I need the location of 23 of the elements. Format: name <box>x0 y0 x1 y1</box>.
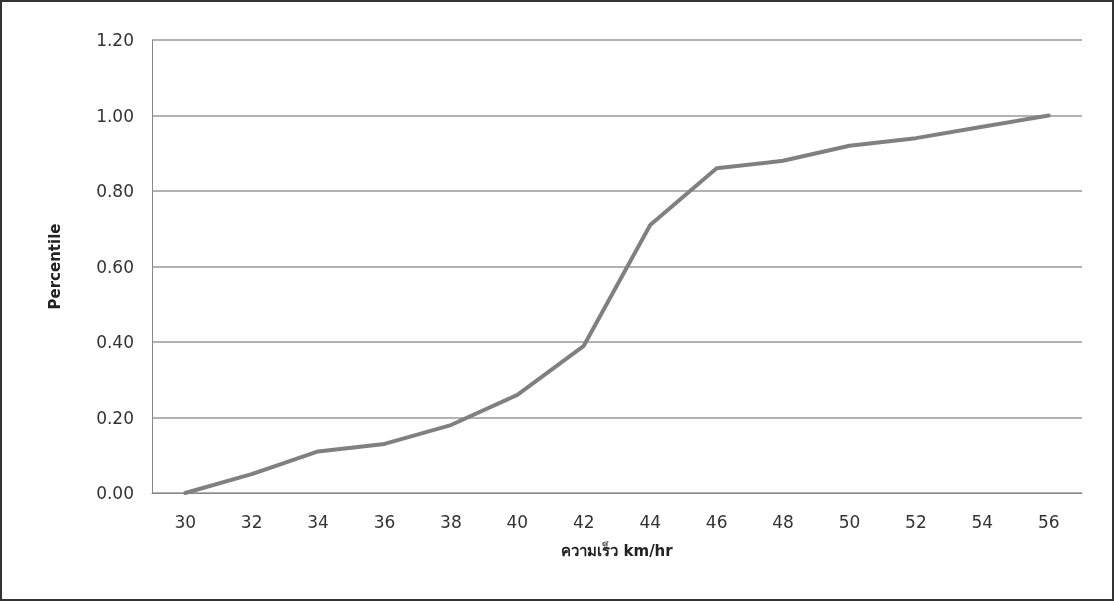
y-tick-label: 0.60 <box>96 256 134 277</box>
y-tick-label: 0.40 <box>96 332 134 352</box>
y-tick-label: 1.00 <box>96 105 134 126</box>
y-tick-label: 0.80 <box>96 181 134 201</box>
x-tick-label: 34 <box>307 511 329 532</box>
x-tick-label: 46 <box>705 511 728 532</box>
x-tick-label: 42 <box>572 511 595 532</box>
y-tick-label: 1.20 <box>96 30 134 50</box>
x-tick-label: 52 <box>905 511 927 532</box>
y-tick-label: 0.00 <box>96 483 134 503</box>
x-tick-label: 30 <box>174 511 197 532</box>
x-tick-label: 48 <box>772 511 794 532</box>
x-tick-label: 56 <box>1037 511 1060 532</box>
x-tick-label: 50 <box>838 511 861 532</box>
x-tick-label: 38 <box>440 511 462 532</box>
x-tick-label: 40 <box>506 511 529 532</box>
x-axis-title: ความเร็ว km/hr <box>561 540 674 560</box>
x-tick-label: 44 <box>639 511 662 532</box>
x-tick-label: 54 <box>971 511 994 532</box>
y-axis-title: Percentile <box>45 223 64 310</box>
y-tick-label: 0.20 <box>96 407 134 428</box>
x-tick-label: 36 <box>373 511 396 532</box>
x-tick-label: 32 <box>240 511 263 532</box>
